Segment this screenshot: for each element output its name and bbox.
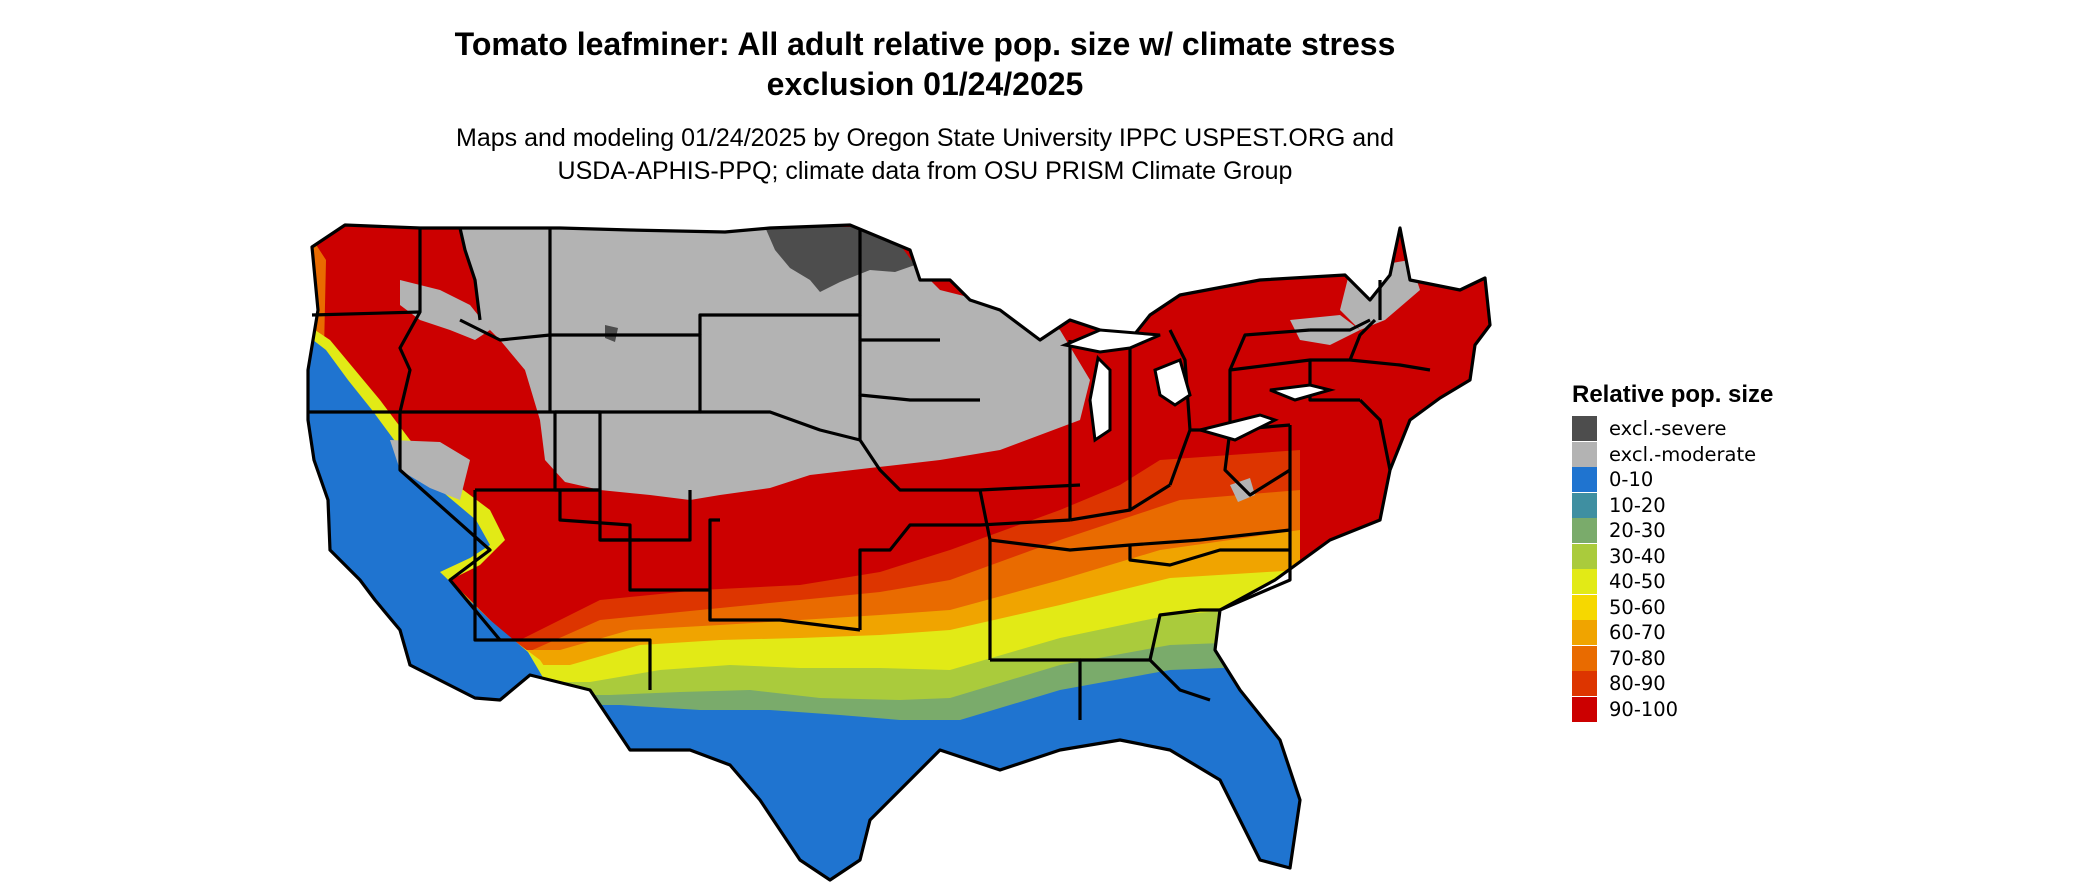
legend-swatch xyxy=(1572,671,1597,696)
legend-item: 60-70 xyxy=(1572,620,1773,646)
legend-label: excl.-moderate xyxy=(1609,442,1757,466)
legend-swatch xyxy=(1572,594,1597,620)
legend-swatch xyxy=(1572,696,1597,722)
legend-item: excl.-moderate xyxy=(1572,441,1773,468)
legend-label: 90-100 xyxy=(1609,697,1679,721)
legend-label: 30-40 xyxy=(1609,544,1666,568)
legend-label: 60-70 xyxy=(1609,621,1666,644)
legend-label: 40-50 xyxy=(1609,570,1666,593)
legend-label: 20-30 xyxy=(1609,519,1666,542)
legend-swatch xyxy=(1572,441,1597,467)
legend-label: 10-20 xyxy=(1609,493,1666,517)
map-title: Tomato leafminer: All adult relative pop… xyxy=(454,26,1396,62)
legend: Relative pop. size excl.-severe excl.-mod… xyxy=(1572,380,1773,722)
legend-label: 50-60 xyxy=(1609,595,1666,619)
legend-label: excl.-severe xyxy=(1609,417,1727,440)
legend-item: excl.-severe xyxy=(1572,416,1773,442)
legend-label: 80-90 xyxy=(1609,672,1666,695)
legend-swatch xyxy=(1572,467,1597,492)
legend-item: 0-10 xyxy=(1572,467,1773,493)
legend-label: 0-10 xyxy=(1609,468,1654,491)
legend-swatch xyxy=(1572,543,1597,569)
legend-item: 50-60 xyxy=(1572,594,1773,621)
legend-item: 80-90 xyxy=(1572,671,1773,697)
legend-item: 20-30 xyxy=(1572,518,1773,544)
legend-swatch xyxy=(1572,569,1597,594)
us-map xyxy=(306,223,1492,882)
legend-swatch xyxy=(1572,518,1597,543)
legend-swatch xyxy=(1572,645,1597,671)
map-subtitle-line2: USDA-APHIS-PPQ; climate data from OSU PR… xyxy=(557,157,1293,185)
legend-item: 90-100 xyxy=(1572,696,1773,723)
legend-title: Relative pop. size xyxy=(1572,381,1774,408)
map-title-line2: exclusion 01/24/2025 xyxy=(766,66,1084,102)
legend-swatch xyxy=(1572,620,1597,645)
legend-item: 70-80 xyxy=(1572,645,1773,672)
legend-item: 30-40 xyxy=(1572,543,1773,570)
legend-label: 70-80 xyxy=(1609,646,1666,670)
legend-item: 40-50 xyxy=(1572,569,1773,595)
map-subtitle: Maps and modeling 01/24/2025 by Oregon S… xyxy=(456,124,1394,152)
legend-item: 10-20 xyxy=(1572,492,1773,519)
legend-items: excl.-severe excl.-moderate 0-10 10-20 20-30… xyxy=(1572,416,1773,722)
legend-swatch xyxy=(1572,416,1597,441)
legend-swatch xyxy=(1572,492,1597,518)
